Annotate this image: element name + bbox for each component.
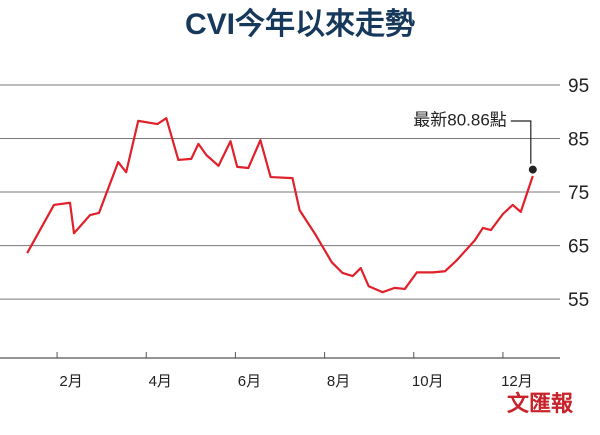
x-tick-label: 2月 [59,373,82,390]
chart-title: CVI今年以來走勢 [185,7,415,41]
series-line [26,117,534,294]
y-tick-label: 85 [568,130,589,151]
y-tick-label: 75 [568,183,589,204]
y-tick-label: 55 [568,290,589,311]
x-tick-label: 6月 [238,373,261,390]
annotation-leader [510,120,532,164]
y-tick-label: 65 [568,237,589,258]
y-tick-label: 95 [568,76,589,97]
latest-marker [528,165,537,174]
x-tick-label: 12月 [501,373,533,390]
source-logo: 文匯報 [507,391,574,417]
x-tick-label: 8月 [327,373,350,390]
x-tick-label: 4月 [149,373,172,390]
x-tick-label: 10月 [412,373,444,390]
annotation: 最新80.86點 [413,110,507,129]
